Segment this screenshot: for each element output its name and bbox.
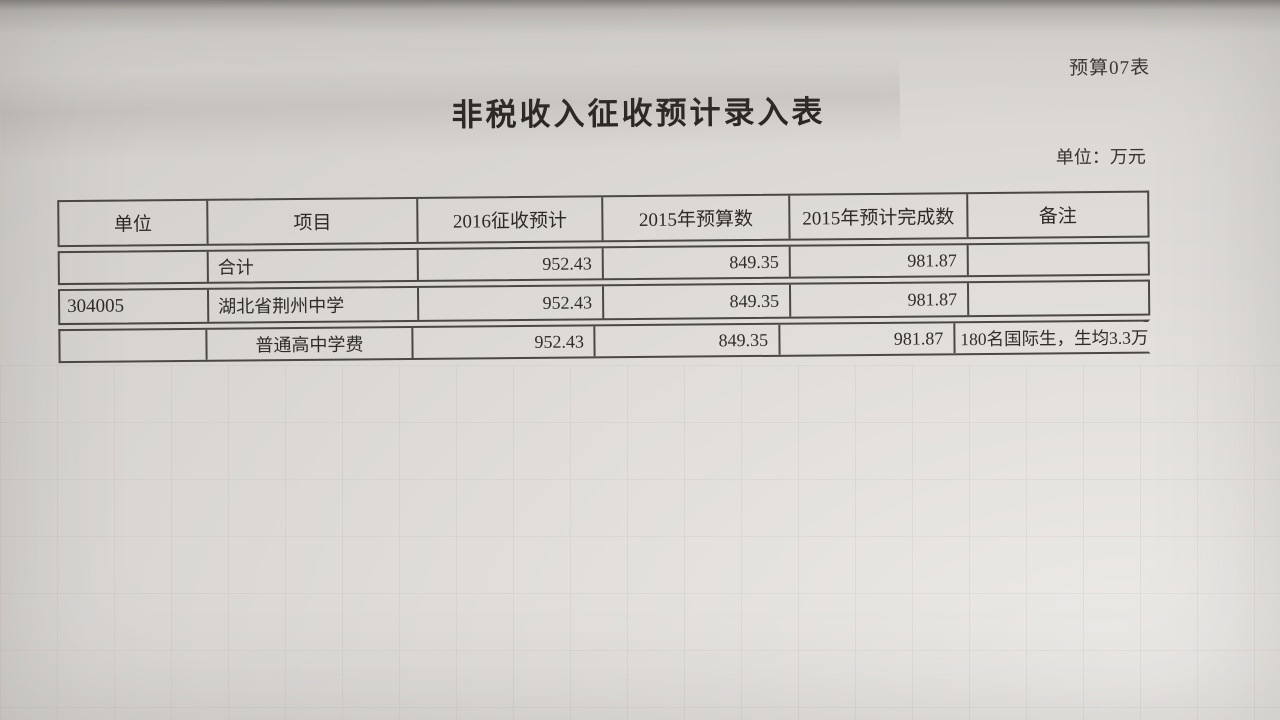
cell-2016-forecast: 952.43 xyxy=(416,286,603,320)
cell-item: 合计 xyxy=(206,249,417,282)
cell-remark xyxy=(966,243,1148,276)
revenue-forecast-table: 单位 项目 2016征收预计 2015年预算数 2015年预计完成数 备注 合计… xyxy=(57,190,1151,368)
table-row-tuition: 普通高中学费 952.43 849.35 981.87 180名国际生，生均3.… xyxy=(58,319,1151,364)
cell-unit xyxy=(60,330,205,361)
table-header-row: 单位 项目 2016征收预计 2015年预算数 2015年预计完成数 备注 xyxy=(57,190,1150,248)
header-unit: 单位 xyxy=(113,214,153,236)
header-item: 项目 xyxy=(206,198,417,244)
table-row-school: 304005 湖北省荆州中学 952.43 849.35 981.87 xyxy=(57,279,1151,326)
cell-2015-budget: 849.35 xyxy=(601,246,789,279)
header-2015-budget: 2015年预算数 xyxy=(601,195,789,241)
cell-item: 普通高中学费 xyxy=(204,327,412,360)
cell-remark xyxy=(966,281,1149,316)
cell-item: 湖北省荆州中学 xyxy=(206,287,418,322)
cell-2016-forecast: 952.43 xyxy=(416,248,602,280)
cell-2015-expected: 981.87 xyxy=(788,245,967,277)
header-2015-expected: 2015年预计完成数 xyxy=(788,194,967,239)
form-number-label: 预算07表 xyxy=(1068,57,1151,80)
cell-2015-budget: 849.35 xyxy=(593,324,779,357)
cell-2015-expected: 981.87 xyxy=(777,323,954,355)
unit-of-measure-label: 单位：万元 xyxy=(1055,146,1146,168)
cell-2015-expected: 981.87 xyxy=(788,283,968,317)
header-2016-forecast: 2016征收预计 xyxy=(416,197,602,242)
cell-unit: 304005 xyxy=(67,295,125,317)
cell-2016-forecast: 952.43 xyxy=(411,326,595,358)
cell-unit xyxy=(60,252,207,283)
page-title: 非税收入征收预计录入表 xyxy=(451,94,826,133)
header-remark: 备注 xyxy=(966,192,1148,238)
cell-remark: 180名国际生，生均3.3万 xyxy=(953,321,1149,354)
table-row-total: 合计 952.43 849.35 981.87 xyxy=(57,241,1150,286)
cell-2015-budget: 849.35 xyxy=(601,284,790,319)
